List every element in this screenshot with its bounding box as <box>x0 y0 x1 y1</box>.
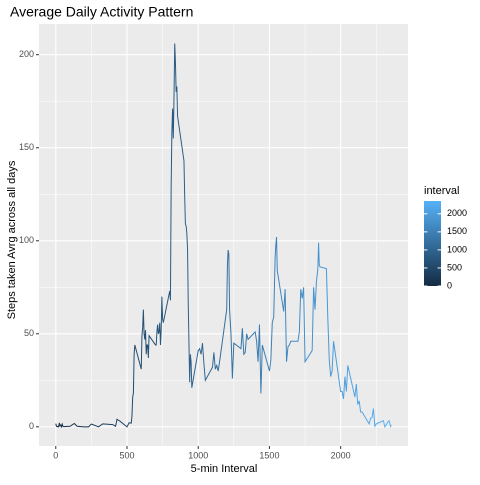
legend-label: 1500 <box>447 226 467 236</box>
x-tick-label: 0 <box>53 450 58 460</box>
legend-label: 2000 <box>447 208 467 218</box>
legend-label: 1000 <box>447 244 467 254</box>
x-tick-label: 1500 <box>259 450 279 460</box>
y-tick-label: 0 <box>29 421 34 431</box>
y-axis-label: Steps taken Avrg across all days <box>6 160 18 319</box>
line <box>55 43 392 429</box>
y-tick-label: 200 <box>19 49 34 59</box>
x-axis-label: 5-min Interval <box>191 463 258 475</box>
y-tick-label: 100 <box>19 235 34 245</box>
y-tick-label: 50 <box>24 328 34 338</box>
y-tick-label: 150 <box>19 142 34 152</box>
panel <box>39 24 408 446</box>
x-tick-label: 500 <box>119 450 134 460</box>
x-tick-label: 1000 <box>188 450 208 460</box>
legend-label: 0 <box>447 280 452 290</box>
legend-title: interval <box>424 185 459 197</box>
colorbar <box>424 201 441 286</box>
x-tick-label: 2000 <box>331 450 351 460</box>
chart-title: Average Daily Activity Pattern <box>10 4 193 20</box>
legend-label: 500 <box>447 262 462 272</box>
